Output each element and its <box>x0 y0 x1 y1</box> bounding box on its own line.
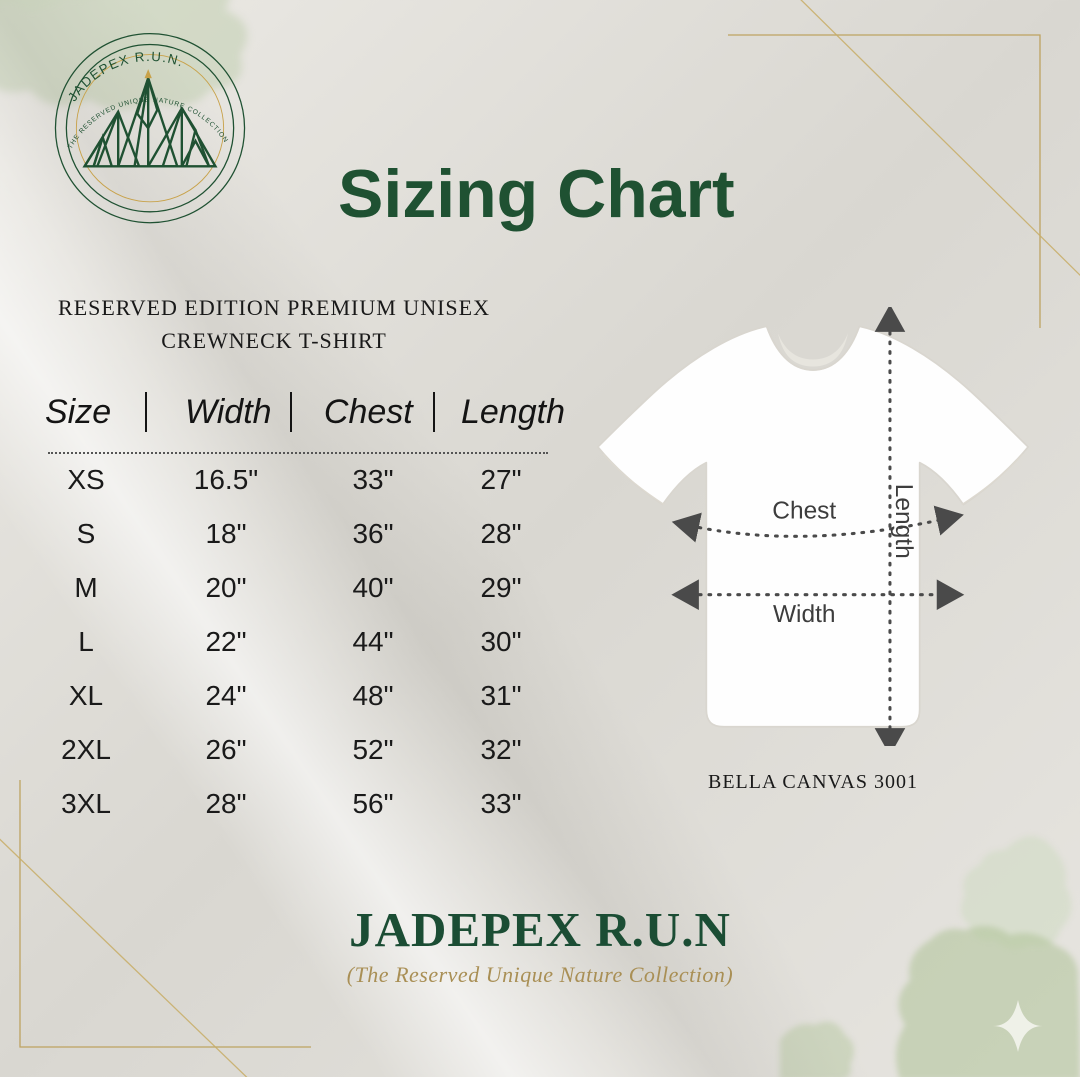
svg-text:Chest: Chest <box>772 497 836 524</box>
svg-text:Width: Width <box>773 600 836 627</box>
svg-text:Length: Length <box>891 484 918 559</box>
